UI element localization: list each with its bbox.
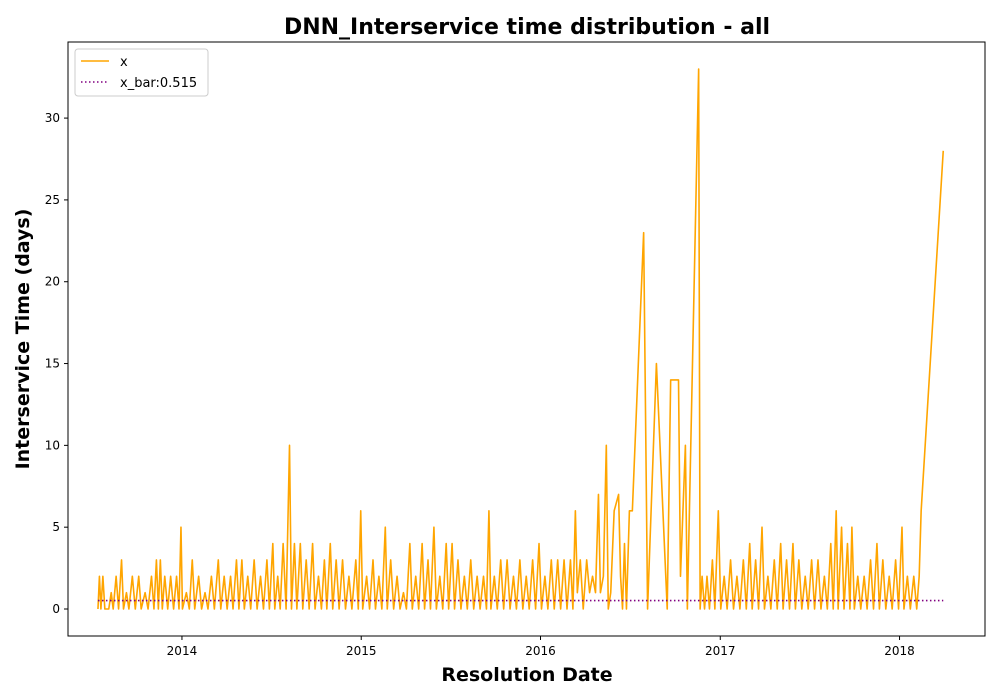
y-tick-label: 30 [45, 111, 60, 125]
y-tick-label: 0 [52, 602, 60, 616]
y-axis-label: Interservice Time (days) [12, 209, 34, 470]
x-tick-label: 2017 [705, 644, 736, 658]
series-layer [97, 68, 945, 610]
y-tick-label: 20 [45, 275, 60, 289]
chart-title: DNN_Interservice time distribution - all [284, 15, 770, 40]
y-tick-label: 5 [52, 520, 60, 534]
series-line-0 [97, 68, 945, 610]
legend: x x_bar:0.515 [74, 48, 209, 97]
x-tick-label: 2018 [884, 644, 915, 658]
y-tick-label: 10 [45, 438, 60, 452]
y-axis: 0 5 10 15 20 25 30 [45, 111, 68, 616]
x-tick-label: 2016 [525, 644, 556, 658]
plot-frame [67, 41, 986, 637]
x-axis-label: Resolution Date [441, 664, 612, 686]
legend-label-x: x [120, 55, 128, 70]
y-tick-label: 25 [45, 193, 60, 207]
y-tick-label: 15 [45, 357, 60, 371]
x-tick-label: 2014 [167, 644, 198, 658]
x-tick-label: 2015 [346, 644, 377, 658]
legend-label-x-bar: x_bar:0.515 [120, 76, 197, 91]
x-axis: 2014 2015 2016 2017 2018 [167, 636, 915, 658]
